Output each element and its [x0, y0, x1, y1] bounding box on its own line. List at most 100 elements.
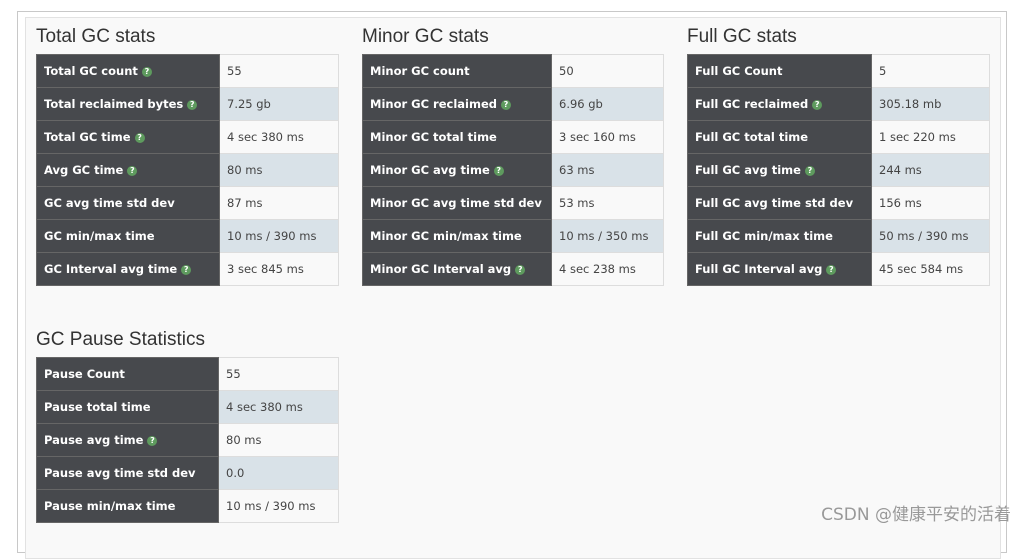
row-value: 63 ms: [551, 153, 664, 187]
row-value: 10 ms / 390 ms: [218, 489, 339, 523]
section-title: Total GC stats: [36, 26, 156, 47]
row-value: 87 ms: [219, 186, 339, 220]
table-row: Total reclaimed bytes? 7.25 gb: [36, 87, 339, 121]
table-row: Minor GC count 50: [362, 54, 664, 88]
row-label: Minor GC min/max time: [362, 219, 552, 253]
stats-table: Minor GC count 50 Minor GC reclaimed? 6.96 …: [362, 54, 664, 286]
row-value: 305.18 mb: [871, 87, 990, 121]
row-label: Total GC count?: [36, 54, 220, 88]
row-label: Minor GC reclaimed?: [362, 87, 552, 121]
stats-table: Full GC Count 5 Full GC reclaimed? 305.18 m…: [687, 54, 990, 286]
row-label: Pause min/max time: [36, 489, 219, 523]
help-icon[interactable]: ?: [127, 165, 138, 176]
row-label: Full GC min/max time: [687, 219, 872, 253]
row-label: Total GC time?: [36, 120, 220, 154]
help-icon[interactable]: ?: [812, 99, 823, 110]
table-row: Minor GC reclaimed? 6.96 gb: [362, 87, 664, 121]
table-row: Minor GC total time 3 sec 160 ms: [362, 120, 664, 154]
table-row: Full GC avg time? 244 ms: [687, 153, 990, 187]
stats-table: Pause Count 55 Pause total time 4 sec 380 m…: [36, 357, 339, 523]
row-value: 244 ms: [871, 153, 990, 187]
table-row: Pause avg time? 80 ms: [36, 423, 339, 457]
table-row: GC min/max time 10 ms / 390 ms: [36, 219, 339, 253]
row-label: Minor GC avg time std dev: [362, 186, 552, 220]
row-label: Pause Count: [36, 357, 219, 391]
help-icon[interactable]: ?: [515, 264, 526, 275]
row-value: 50: [551, 54, 664, 88]
table-row: Full GC Interval avg? 45 sec 584 ms: [687, 252, 990, 286]
table-row: Avg GC time? 80 ms: [36, 153, 339, 187]
row-label: Minor GC avg time?: [362, 153, 552, 187]
row-label: Full GC Count: [687, 54, 872, 88]
table-row: Full GC total time 1 sec 220 ms: [687, 120, 990, 154]
table-row: Pause avg time std dev 0.0: [36, 456, 339, 490]
row-value: 4 sec 380 ms: [218, 390, 339, 424]
row-value: 80 ms: [219, 153, 339, 187]
table-row: Minor GC min/max time 10 ms / 350 ms: [362, 219, 664, 253]
help-icon[interactable]: ?: [181, 264, 192, 275]
watermark: CSDN @健康平安的活着: [821, 505, 1011, 525]
row-value: 4 sec 380 ms: [219, 120, 339, 154]
help-icon[interactable]: ?: [826, 264, 837, 275]
gc-pause-statistics-section: GC Pause Statistics Pause Count 55 Pause to…: [36, 327, 339, 523]
row-label: Pause avg time std dev: [36, 456, 219, 490]
row-value: 0.0: [218, 456, 339, 490]
help-icon[interactable]: ?: [147, 435, 158, 446]
row-label: GC min/max time: [36, 219, 220, 253]
row-label: Pause total time: [36, 390, 219, 424]
row-value: 3 sec 160 ms: [551, 120, 664, 154]
row-value: 10 ms / 350 ms: [551, 219, 664, 253]
row-label: Total reclaimed bytes?: [36, 87, 220, 121]
row-label: Full GC reclaimed?: [687, 87, 872, 121]
row-label: GC Interval avg time?: [36, 252, 220, 286]
help-icon[interactable]: ?: [804, 165, 815, 176]
row-value: 5: [871, 54, 990, 88]
table-row: Minor GC avg time std dev 53 ms: [362, 186, 664, 220]
help-icon[interactable]: ?: [141, 66, 152, 77]
row-value: 45 sec 584 ms: [871, 252, 990, 286]
row-label: Minor GC Interval avg?: [362, 252, 552, 286]
row-label: Minor GC count: [362, 54, 552, 88]
row-label: GC avg time std dev: [36, 186, 220, 220]
table-row: Full GC avg time std dev 156 ms: [687, 186, 990, 220]
row-value: 50 ms / 390 ms: [871, 219, 990, 253]
row-label: Full GC total time: [687, 120, 872, 154]
table-row: Pause Count 55: [36, 357, 339, 391]
table-row: Total GC time? 4 sec 380 ms: [36, 120, 339, 154]
table-row: Full GC reclaimed? 305.18 mb: [687, 87, 990, 121]
help-icon[interactable]: ?: [500, 99, 511, 110]
row-value: 156 ms: [871, 186, 990, 220]
row-value: 55: [218, 357, 339, 391]
row-label: Minor GC total time: [362, 120, 552, 154]
help-icon[interactable]: ?: [187, 99, 198, 110]
row-value: 4 sec 238 ms: [551, 252, 664, 286]
row-value: 1 sec 220 ms: [871, 120, 990, 154]
total-gc-stats-section: Total GC stats Total GC count? 55 Total rec…: [36, 24, 339, 286]
row-label: Avg GC time?: [36, 153, 220, 187]
row-label: Full GC avg time?: [687, 153, 872, 187]
row-value: 53 ms: [551, 186, 664, 220]
row-label: Pause avg time?: [36, 423, 219, 457]
section-title: Minor GC stats: [362, 26, 489, 47]
table-row: GC avg time std dev 87 ms: [36, 186, 339, 220]
row-label: Full GC Interval avg?: [687, 252, 872, 286]
table-row: Pause total time 4 sec 380 ms: [36, 390, 339, 424]
table-row: Total GC count? 55: [36, 54, 339, 88]
row-label: Full GC avg time std dev: [687, 186, 872, 220]
section-title: GC Pause Statistics: [36, 329, 205, 350]
stats-table: Total GC count? 55 Total reclaimed bytes? 7…: [36, 54, 339, 286]
table-row: Full GC min/max time 50 ms / 390 ms: [687, 219, 990, 253]
section-title: Full GC stats: [687, 26, 797, 47]
row-value: 10 ms / 390 ms: [219, 219, 339, 253]
help-icon[interactable]: ?: [134, 132, 145, 143]
help-icon[interactable]: ?: [493, 165, 504, 176]
row-value: 7.25 gb: [219, 87, 339, 121]
full-gc-stats-section: Full GC stats Full GC Count 5 Full GC recla…: [687, 24, 990, 286]
row-value: 3 sec 845 ms: [219, 252, 339, 286]
table-row: Full GC Count 5: [687, 54, 990, 88]
minor-gc-stats-section: Minor GC stats Minor GC count 50 Minor GC r…: [362, 24, 664, 286]
table-row: GC Interval avg time? 3 sec 845 ms: [36, 252, 339, 286]
table-row: Pause min/max time 10 ms / 390 ms: [36, 489, 339, 523]
row-value: 80 ms: [218, 423, 339, 457]
table-row: Minor GC avg time? 63 ms: [362, 153, 664, 187]
